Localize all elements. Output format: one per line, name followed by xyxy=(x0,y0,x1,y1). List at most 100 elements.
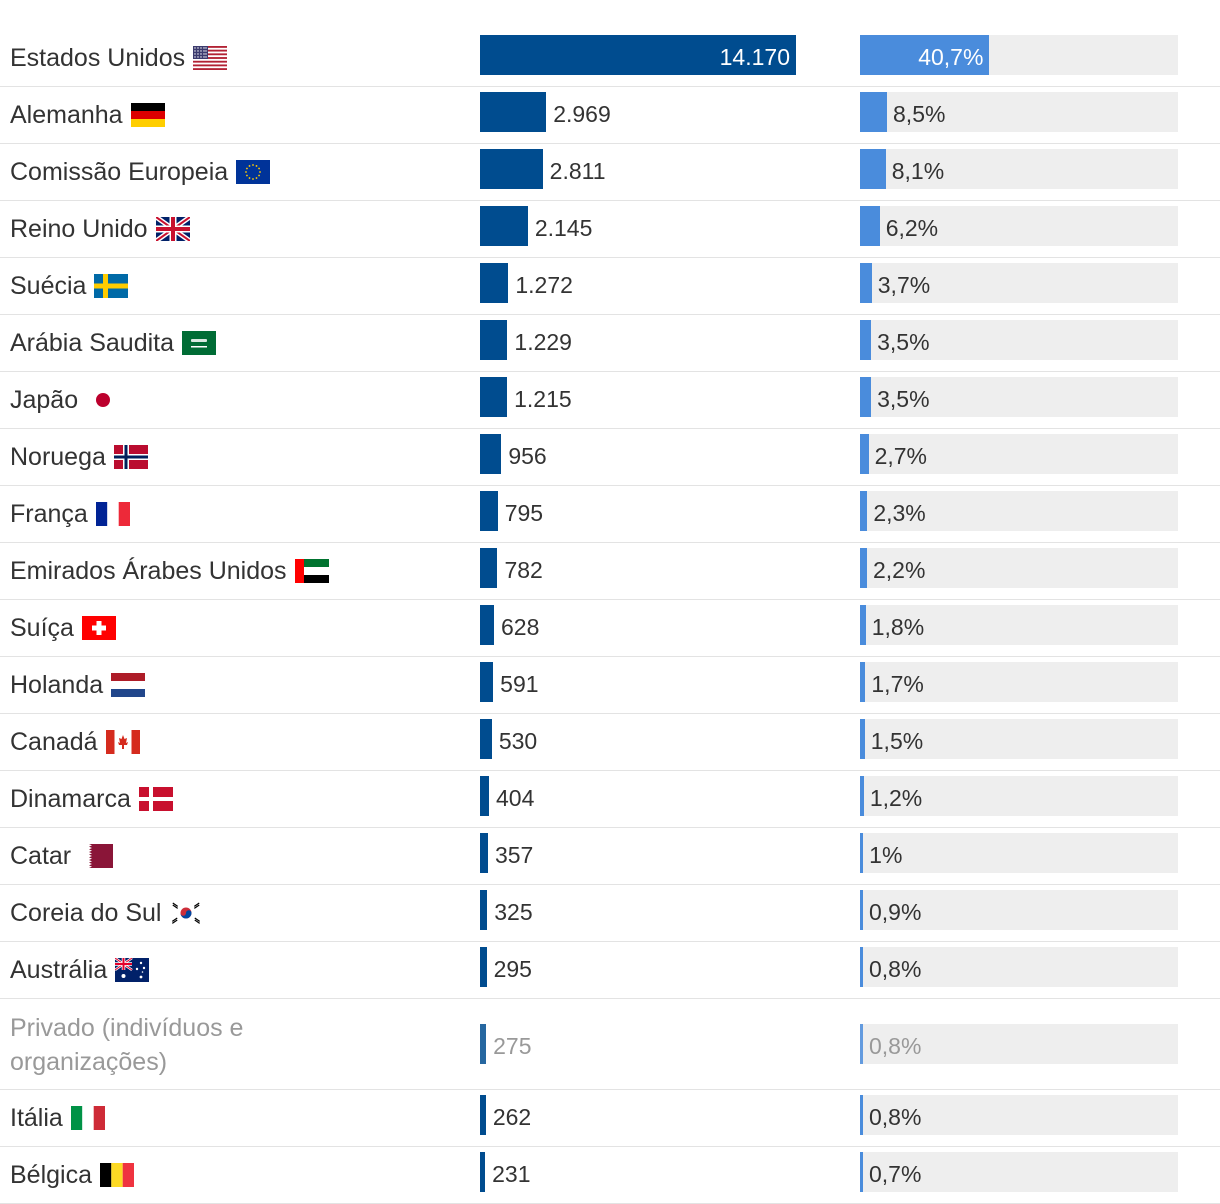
japan-flag xyxy=(86,388,121,412)
amount-label: 357 xyxy=(494,842,534,868)
country-name: Reino Unido xyxy=(10,215,148,243)
amount-bar xyxy=(480,605,494,645)
country-name: Noruega xyxy=(10,443,106,471)
country-label: Emirados Árabes Unidos xyxy=(10,543,460,599)
country-label: Austrália xyxy=(10,942,460,998)
amount-bar xyxy=(480,92,547,132)
amount-bar xyxy=(480,434,502,474)
country-name: França xyxy=(10,500,88,528)
share-track xyxy=(860,1024,1178,1064)
share-label: 40,7% xyxy=(918,44,984,70)
sweden-flag xyxy=(94,274,129,298)
country-name: Alemanha xyxy=(10,101,123,129)
uk-flag xyxy=(155,217,190,241)
amount-label: 262 xyxy=(492,1104,532,1130)
country-name: Comissão Europeia xyxy=(10,158,229,186)
row-emirados-arabes-unidos: Emirados Árabes Unidos 782 2,2% xyxy=(0,543,1220,600)
italy-flag xyxy=(70,1106,105,1130)
country-label: Privado (indivíduos e organizações) xyxy=(10,999,460,1101)
country-label: Canadá xyxy=(10,714,460,770)
share-label: 0,8% xyxy=(869,1104,922,1130)
amount-bar xyxy=(480,149,543,189)
share-label: 1,5% xyxy=(870,728,924,754)
share-bar xyxy=(860,434,869,474)
australia-flag xyxy=(115,958,150,982)
country-name: Itália xyxy=(10,1104,63,1132)
share-bar xyxy=(860,263,872,303)
share-track xyxy=(860,1095,1178,1135)
country-name: Emirados Árabes Unidos xyxy=(10,557,287,585)
amount-bar xyxy=(480,206,528,246)
amount-label: 1.272 xyxy=(515,272,573,298)
country-name: Bélgica xyxy=(10,1161,92,1189)
share-label: 0,8% xyxy=(869,956,922,982)
share-track xyxy=(860,377,1178,417)
row-japao: Japão 1.215 3,5% xyxy=(0,372,1220,429)
country-label: Estados Unidos xyxy=(10,30,460,86)
amount-label: 2.969 xyxy=(553,101,611,127)
row-noruega: Noruega 956 2,7% xyxy=(0,429,1220,486)
country-name: Suíça xyxy=(10,614,74,642)
south-korea-flag xyxy=(169,901,204,925)
row-suecia: Suécia 1.272 3,7% xyxy=(0,258,1220,315)
amount-label: 1.229 xyxy=(514,329,572,355)
country-label: Dinamarca xyxy=(10,771,460,827)
share-track xyxy=(860,491,1178,531)
share-label: 0,8% xyxy=(869,1033,922,1059)
country-name: Arábia Saudita xyxy=(10,329,175,357)
share-track xyxy=(860,263,1178,303)
row-comissao-europeia: Comissão Europeia 2.811 8,1% xyxy=(0,144,1220,201)
share-bar xyxy=(860,548,867,588)
country-label: Itália xyxy=(10,1090,460,1146)
country-name: Dinamarca xyxy=(10,785,131,813)
country-label: Holanda xyxy=(10,657,460,713)
denmark-flag xyxy=(138,787,173,811)
share-bar xyxy=(860,1095,863,1135)
row-reino-unido: Reino Unido 2.145 6,2% xyxy=(0,201,1220,258)
row-dinamarca: Dinamarca 404 1,2% xyxy=(0,771,1220,828)
amount-bar xyxy=(480,662,494,702)
share-track xyxy=(860,776,1178,816)
share-bar xyxy=(860,320,872,360)
share-label: 0,9% xyxy=(869,899,922,925)
country-name: Canadá xyxy=(10,728,98,756)
amount-bar xyxy=(480,320,508,360)
row-privado-individuos-e-organizacoes: Privado (indivíduos e organizações) 275 0,… xyxy=(0,999,1220,1090)
france-flag xyxy=(95,502,130,526)
row-suica: Suíça 628 1,8% xyxy=(0,600,1220,657)
amount-bar xyxy=(480,890,488,930)
share-label: 3,7% xyxy=(877,272,931,298)
share-label: 1,7% xyxy=(871,671,924,697)
amount-label: 275 xyxy=(493,1033,532,1059)
row-coreia-do-sul: Coreia do Sul 325 0,9% xyxy=(0,885,1220,942)
amount-label: 14.170 xyxy=(719,44,790,70)
amount-bar xyxy=(480,1152,486,1192)
germany-flag xyxy=(130,103,165,127)
share-track xyxy=(860,149,1178,189)
row-holanda: Holanda 591 1,7% xyxy=(0,657,1220,714)
share-track xyxy=(860,434,1178,474)
country-label: Japão xyxy=(10,372,460,428)
amount-bar xyxy=(480,35,796,75)
amount-label: 795 xyxy=(504,500,544,526)
share-bar xyxy=(860,719,865,759)
share-bar xyxy=(860,890,863,930)
share-bar xyxy=(860,491,868,531)
amount-bar xyxy=(480,1095,486,1135)
amount-bar xyxy=(480,719,492,759)
share-label: 8,5% xyxy=(893,101,946,127)
share-track xyxy=(860,833,1178,873)
country-label: Reino Unido xyxy=(10,201,460,257)
share-track xyxy=(860,320,1178,360)
share-label: 8,1% xyxy=(891,158,945,184)
country-name: Estados Unidos xyxy=(10,44,186,72)
row-estados-unidos: Estados Unidos 14.170 40,7% xyxy=(0,30,1220,87)
donor-bar-chart: Estados Unidos 14.170 40,7% Alemanha 2.969 8,… xyxy=(0,30,1220,1204)
share-bar xyxy=(860,1152,863,1192)
row-franca: França 795 2,3% xyxy=(0,486,1220,543)
qatar-flag xyxy=(79,844,114,868)
amount-bar xyxy=(480,263,509,303)
share-track xyxy=(860,92,1178,132)
country-name: Austrália xyxy=(10,956,108,984)
amount-label: 2.811 xyxy=(549,158,606,184)
